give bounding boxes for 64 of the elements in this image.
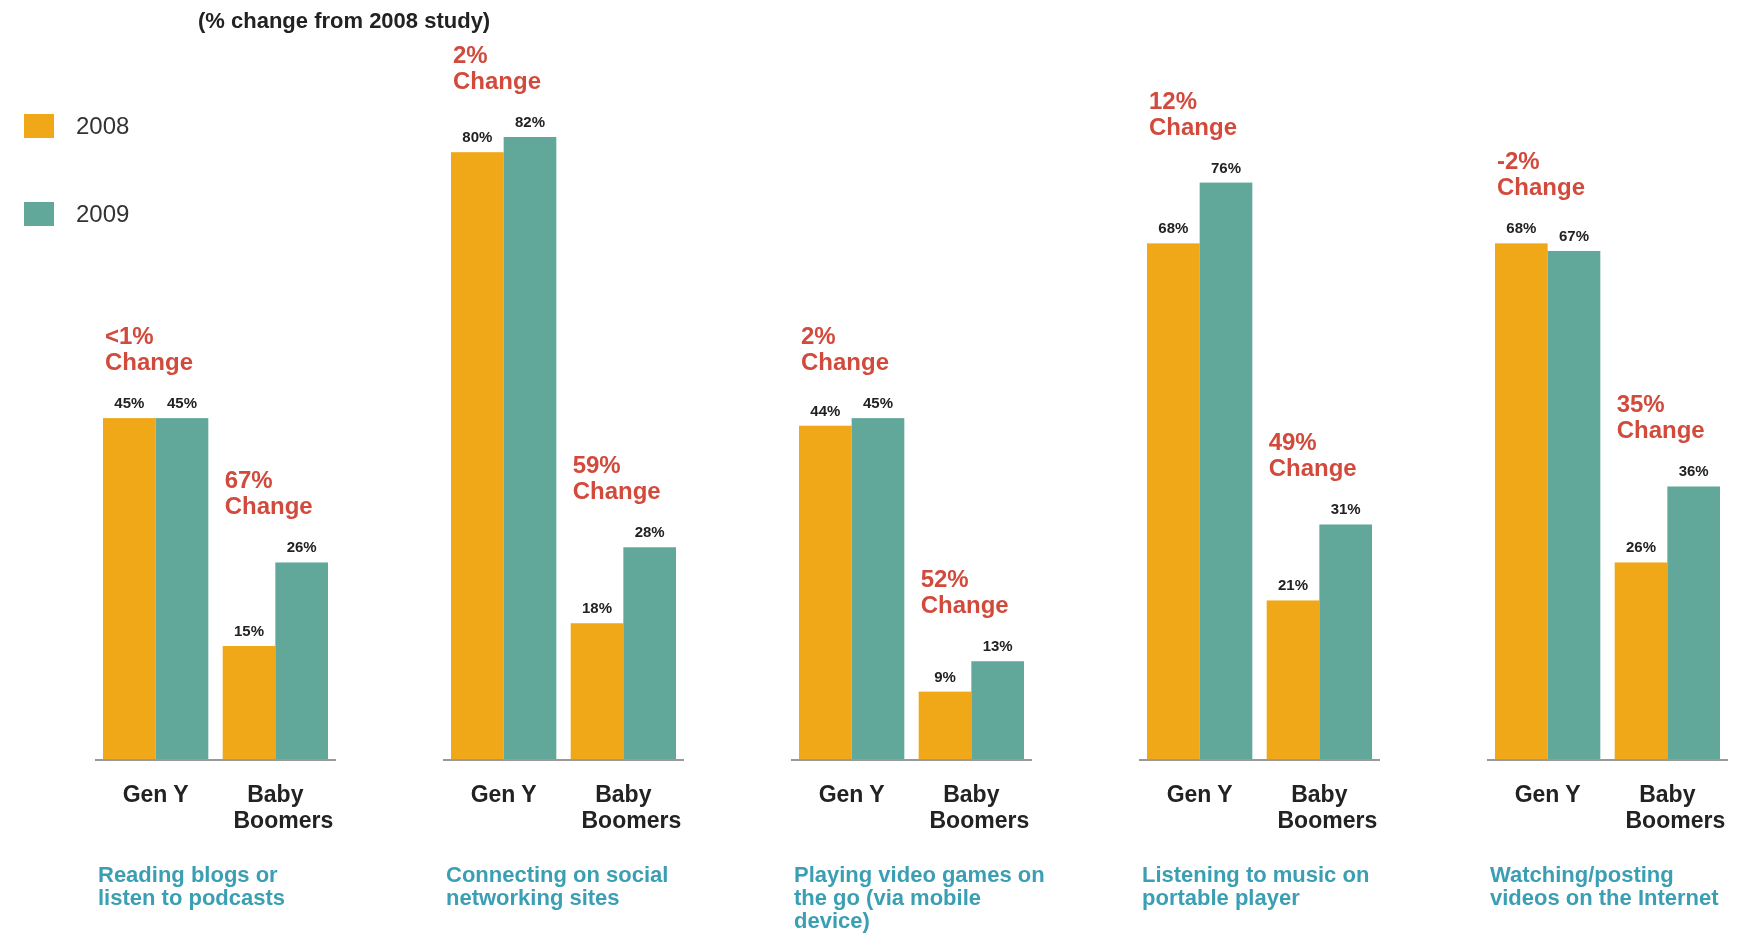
annotation: 35% Change [1616, 390, 1705, 444]
x-tick-label: Baby Boomers [233, 781, 334, 833]
x-axis-title: Listening to music on portable player [1142, 862, 1370, 910]
data-label: 21% [1277, 576, 1309, 594]
bar [1319, 524, 1372, 760]
data-label: 45% [862, 394, 894, 412]
x-tick-label: Baby Boomers [929, 781, 1030, 833]
annotation: 59% Change [572, 451, 661, 505]
bar [971, 661, 1024, 760]
bar [1495, 243, 1548, 760]
x-tick-label: Gen Y [1166, 781, 1233, 807]
annotation: 52% Change [920, 565, 1009, 619]
data-label: 13% [982, 637, 1013, 655]
x-tick-label: Gen Y [470, 781, 537, 807]
bar [918, 691, 972, 760]
bar [799, 425, 852, 760]
bar [851, 418, 905, 760]
data-label: 28% [634, 523, 665, 541]
x-axis-title: Watching/posting videos on the Internet [1490, 862, 1720, 910]
data-label: 44% [810, 401, 841, 419]
x-tick-label: Baby Boomers [1625, 781, 1726, 833]
data-label: 80% [462, 128, 493, 146]
data-label: 18% [581, 599, 613, 617]
bar [1147, 243, 1200, 760]
data-label: 36% [1678, 462, 1709, 480]
x-tick-label: Baby Boomers [581, 781, 682, 833]
bar [570, 623, 624, 760]
bar [1614, 562, 1668, 760]
data-label: 45% [114, 394, 145, 412]
chart-subtitle: (% change from 2008 study) [198, 8, 491, 33]
x-axis-title: Reading blogs or listen to podcasts [98, 862, 286, 910]
text: <1% Change [105, 322, 194, 376]
text: 2% Change [801, 322, 890, 376]
bar [503, 137, 557, 760]
bar [1667, 486, 1720, 760]
x-tick-label: Baby Boomers [1277, 781, 1378, 833]
data-label: 68% [1158, 219, 1189, 237]
data-label: 31% [1330, 500, 1361, 518]
annotation: 49% Change [1268, 428, 1357, 482]
data-label: 26% [1625, 538, 1657, 556]
bar [1199, 182, 1253, 760]
data-label: 9% [934, 667, 956, 685]
x-tick-label: Gen Y [122, 781, 189, 807]
x-axis-title: Playing video games on the go (via mobile device) [794, 862, 1045, 933]
data-label: 15% [234, 622, 265, 640]
bar [451, 152, 504, 760]
text: 12% Change [1149, 86, 1238, 140]
text: 2% Change [453, 41, 542, 94]
annotation: 67% Change [224, 466, 313, 520]
data-label: 82% [514, 113, 546, 130]
data-label: 45% [166, 394, 197, 412]
data-label: 26% [286, 538, 317, 556]
text: -2% Change [1497, 147, 1586, 201]
bar [623, 547, 676, 760]
data-label: 76% [1210, 158, 1242, 176]
x-axis-title: Connecting on social networking sites [446, 862, 669, 910]
data-label: 67% [1558, 226, 1590, 244]
x-tick-label: Gen Y [818, 781, 885, 807]
bar [1547, 250, 1601, 760]
x-tick-label: Gen Y [1514, 781, 1581, 807]
legend-label: 2009 [76, 200, 130, 227]
data-label: 68% [1506, 219, 1537, 237]
bar [1266, 600, 1320, 760]
legend-label: 2008 [76, 112, 130, 139]
